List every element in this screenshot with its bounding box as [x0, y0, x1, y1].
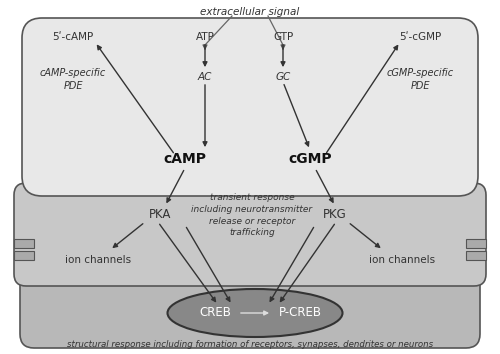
Text: CREB: CREB: [199, 307, 231, 320]
Bar: [466, 251, 486, 260]
Text: ion channels: ion channels: [369, 255, 435, 265]
Text: ATP: ATP: [196, 32, 214, 42]
Bar: [14, 239, 34, 248]
FancyBboxPatch shape: [20, 272, 480, 348]
Bar: [466, 239, 486, 248]
Text: cAMP-specific
PDE: cAMP-specific PDE: [40, 68, 106, 91]
Ellipse shape: [168, 289, 342, 337]
Text: ion channels: ion channels: [65, 255, 131, 265]
Text: P-CREB: P-CREB: [278, 307, 322, 320]
FancyBboxPatch shape: [22, 18, 478, 196]
Text: PKA: PKA: [149, 208, 171, 221]
Text: AC: AC: [198, 72, 212, 82]
Text: PKG: PKG: [323, 208, 347, 221]
Text: cAMP: cAMP: [164, 152, 206, 166]
Text: cGMP: cGMP: [288, 152, 332, 166]
Text: structural response including formation of receptors, synapses, dendrites or neu: structural response including formation …: [67, 340, 433, 349]
Bar: [14, 251, 34, 260]
Text: 5ʹ-cAMP: 5ʹ-cAMP: [52, 32, 94, 42]
Text: GC: GC: [276, 72, 290, 82]
Text: transient response
including neurotransmitter
release or receptor
trafficking: transient response including neurotransm…: [192, 193, 312, 238]
Text: cGMP-specific
PDE: cGMP-specific PDE: [386, 68, 454, 91]
Text: GTP: GTP: [273, 32, 293, 42]
Text: extracellular signal: extracellular signal: [200, 7, 300, 17]
FancyBboxPatch shape: [14, 183, 486, 286]
Text: 5ʹ-cGMP: 5ʹ-cGMP: [399, 32, 441, 42]
